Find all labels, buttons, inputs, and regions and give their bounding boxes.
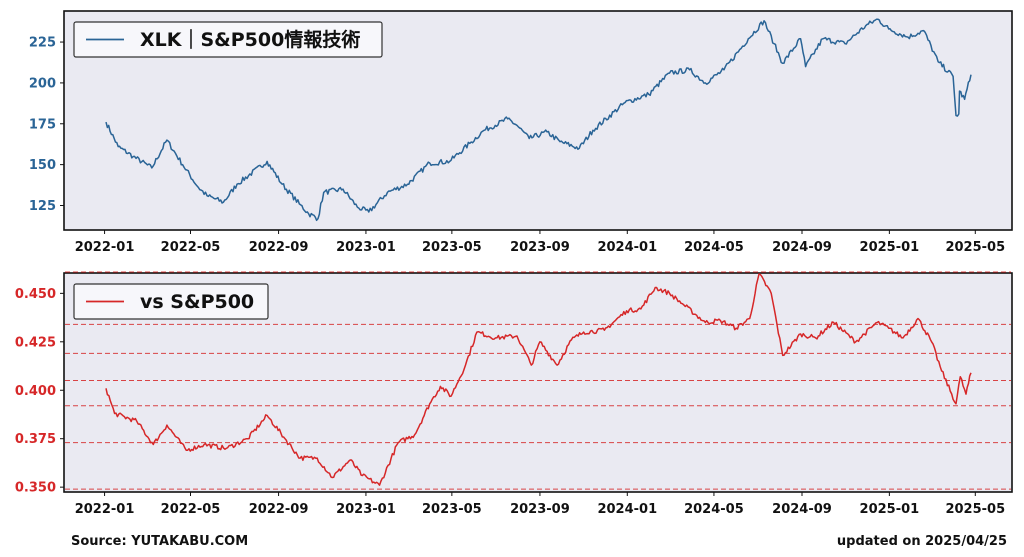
ratio-legend: vs S&P500 — [73, 283, 269, 320]
series-line — [105, 273, 972, 486]
series-line — [105, 18, 972, 222]
y-tick-label: 125 — [29, 199, 56, 214]
x-tick-label: 2025-01 — [860, 240, 920, 255]
x-tick-label: 2025-05 — [945, 502, 1005, 517]
x-tick-label: 2023-05 — [422, 502, 482, 517]
y-tick-label: 175 — [29, 117, 56, 132]
x-tick-label: 2025-01 — [860, 502, 920, 517]
x-tick-label: 2022-09 — [249, 502, 309, 517]
x-tick-label: 2023-01 — [336, 502, 396, 517]
y-tick-label: 0.425 — [15, 335, 56, 350]
y-tick-label: 225 — [29, 36, 56, 51]
price-chart: 125 150 175 200 225 2022-01 2022-05 2022-09 202… — [29, 10, 1013, 255]
x-tick-label: 2022-05 — [161, 240, 221, 255]
x-tick-label: 2023-09 — [510, 502, 570, 517]
x-tick-label: 2023-09 — [510, 240, 570, 255]
source-credit: Source: YUTAKABU.COM — [71, 534, 248, 549]
price-legend-label: XLK｜S&P500情報技術 — [140, 28, 360, 51]
x-tick-label: 2024-01 — [597, 502, 657, 517]
x-tick-label: 2022-05 — [161, 502, 221, 517]
x-tick-label: 2024-05 — [684, 240, 744, 255]
y-tick-label: 0.375 — [15, 432, 56, 447]
price-legend-box — [73, 21, 383, 58]
y-tick-label: 0.350 — [15, 481, 56, 496]
updated-date: updated on 2025/04/25 — [837, 534, 1007, 549]
ratio-legend-label: vs S&P500 — [140, 291, 254, 313]
y-tick-label: 0.450 — [15, 287, 56, 302]
x-tick-label: 2023-05 — [422, 240, 482, 255]
price-legend: XLK｜S&P500情報技術 — [73, 21, 383, 58]
x-tick-label: 2022-01 — [75, 502, 135, 517]
x-tick-label: 2024-09 — [772, 502, 832, 517]
x-tick-label: 2024-09 — [772, 240, 832, 255]
x-tick-label: 2022-09 — [249, 240, 309, 255]
x-tick-label: 2024-01 — [597, 240, 657, 255]
x-tick-label: 2023-01 — [336, 240, 396, 255]
y-tick-label: 200 — [29, 76, 56, 91]
ratio-legend-box — [73, 283, 269, 320]
x-tick-label: 2024-05 — [684, 502, 744, 517]
y-tick-label: 150 — [29, 158, 56, 173]
y-tick-label: 0.400 — [15, 384, 56, 399]
x-tick-label: 2022-01 — [75, 240, 135, 255]
ratio-chart: 0.350 0.375 0.400 0.425 0.450 2022-01 2022-05… — [15, 271, 1013, 517]
x-tick-label: 2025-05 — [945, 240, 1005, 255]
